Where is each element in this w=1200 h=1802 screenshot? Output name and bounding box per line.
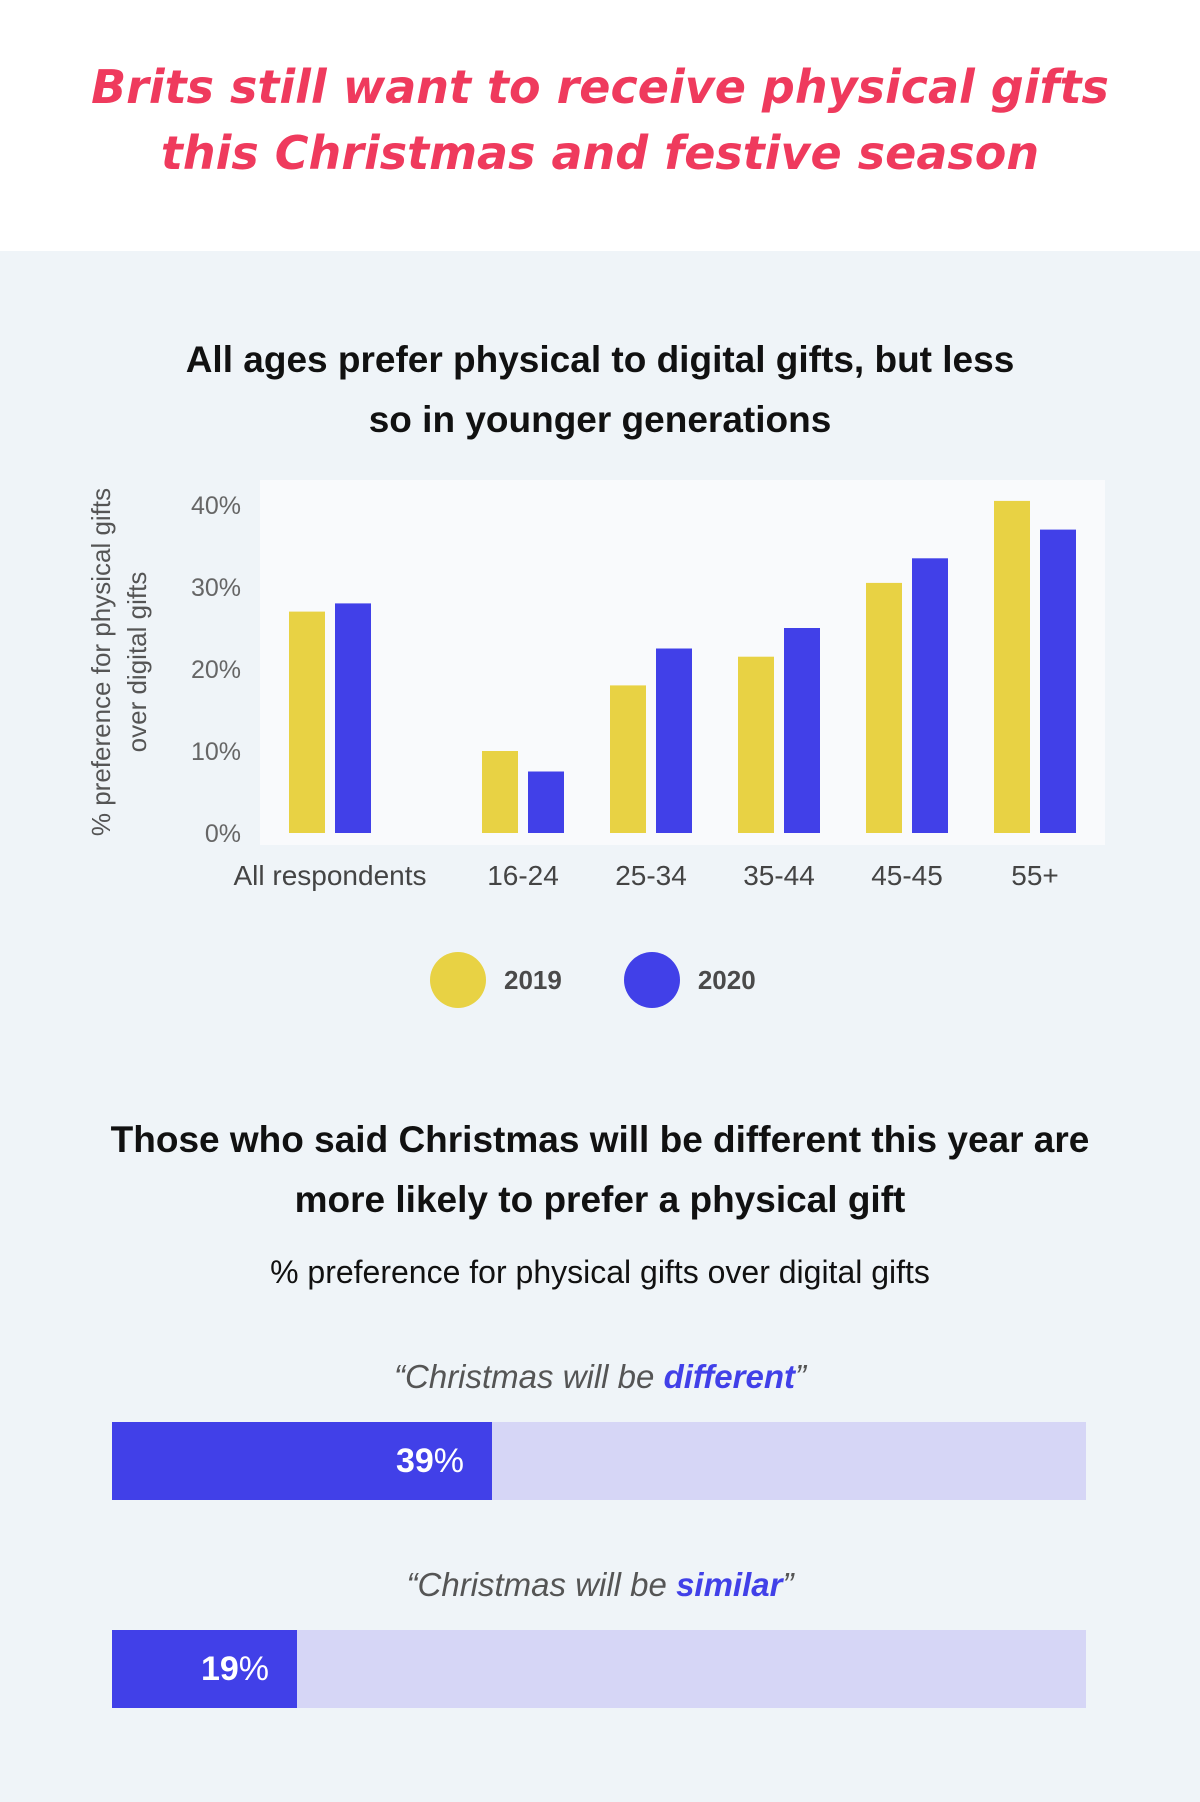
bar-2019-all-respondents	[289, 611, 325, 833]
bar-fill-different	[112, 1422, 492, 1500]
quote-suffix: ”	[794, 1358, 806, 1395]
x-tick-label: 16-24	[487, 860, 559, 891]
y-tick-label: 30%	[191, 574, 241, 602]
bar-value-number: 19	[200, 1650, 239, 1688]
y-tick-label: 20%	[191, 656, 241, 684]
quote-prefix: “Christmas will be	[406, 1566, 677, 1603]
chart1-title: All ages prefer physical to digital gift…	[130, 330, 1070, 450]
bar-2019-35-44	[738, 656, 774, 833]
quote-suffix: ”	[782, 1566, 794, 1603]
bar-2020-55-	[1040, 529, 1076, 833]
bar-2019-55-	[994, 500, 1030, 833]
y-axis-label-line-1: % preference for physical gifts	[86, 488, 116, 836]
bar-2020-all-respondents	[335, 603, 371, 833]
x-axis-ticks: All respondents 16-24 25-34 35-44 45-45 55+	[233, 860, 1058, 891]
bar-value-different: 39%	[112, 1422, 464, 1500]
x-tick-label: 25-34	[615, 860, 687, 891]
chart2-title: Those who said Christmas will be differe…	[60, 1110, 1140, 1230]
y-axis-ticks: 0% 10% 20% 30% 40%	[191, 492, 241, 848]
quote-prefix: “Christmas will be	[394, 1358, 664, 1395]
x-tick-label: All respondents	[233, 860, 426, 891]
quote-similar: “Christmas will be similar”	[0, 1566, 1200, 1604]
chart1-title-line-2: so in younger generations	[368, 399, 832, 440]
bar-fill-similar	[112, 1630, 297, 1708]
y-tick-label: 40%	[191, 492, 241, 520]
bar-value-unit: %	[238, 1650, 269, 1688]
chart-legend: 2019 2020	[430, 952, 818, 1008]
bar-series	[289, 500, 1076, 833]
legend-label-2020: 2020	[697, 964, 756, 995]
legend-item-2020: 2020	[623, 952, 756, 1008]
header-banner: Brits still want to receive physical gif…	[0, 0, 1200, 251]
legend-label-2019: 2019	[504, 964, 562, 995]
bar-2019-25-34	[610, 685, 646, 833]
bar-track-different: 39%	[112, 1422, 1086, 1500]
bar-2020-45-45	[912, 558, 948, 833]
bar-2020-25-34	[656, 648, 692, 833]
infographic-title: Brits still want to receive physical gif…	[40, 54, 1160, 186]
x-tick-label: 35-44	[743, 860, 815, 891]
bar-value-similar: 19%	[112, 1630, 269, 1708]
bar-value-unit: %	[433, 1442, 464, 1480]
legend-swatch-2019	[430, 952, 486, 1008]
infographic-title-line-1: Brits still want to receive physical gif…	[91, 60, 1109, 114]
bar-track-similar: 19%	[112, 1630, 1086, 1708]
x-tick-label: 45-45	[871, 860, 943, 891]
bar-2020-35-44	[784, 628, 820, 833]
bar-2019-16-24	[482, 751, 518, 833]
legend-item-2019: 2019	[430, 952, 562, 1008]
infographic-title-line-2: this Christmas and festive season	[160, 126, 1040, 180]
y-axis-label-line-2: over digital gifts	[122, 572, 152, 753]
bar-2020-16-24	[528, 771, 564, 833]
bar-2019-45-45	[866, 582, 902, 833]
legend-swatch-2020	[623, 952, 680, 1008]
age-group-bar-chart: % preference for physical gifts over dig…	[86, 480, 1105, 891]
chart2-title-line-1: Those who said Christmas will be differe…	[110, 1119, 1090, 1160]
chart2-title-line-2: more likely to prefer a physical gift	[294, 1179, 906, 1220]
y-tick-label: 0%	[205, 820, 241, 848]
y-tick-label: 10%	[191, 738, 241, 766]
x-tick-label: 55+	[1011, 860, 1059, 891]
quote-keyword: similar	[676, 1566, 783, 1603]
chart1-title-line-1: All ages prefer physical to digital gift…	[185, 339, 1015, 380]
bar-value-number: 39	[395, 1442, 434, 1480]
chart2-subtitle: % preference for physical gifts over dig…	[270, 1254, 930, 1290]
quote-keyword: different	[663, 1358, 795, 1395]
quote-different: “Christmas will be different”	[0, 1358, 1200, 1396]
